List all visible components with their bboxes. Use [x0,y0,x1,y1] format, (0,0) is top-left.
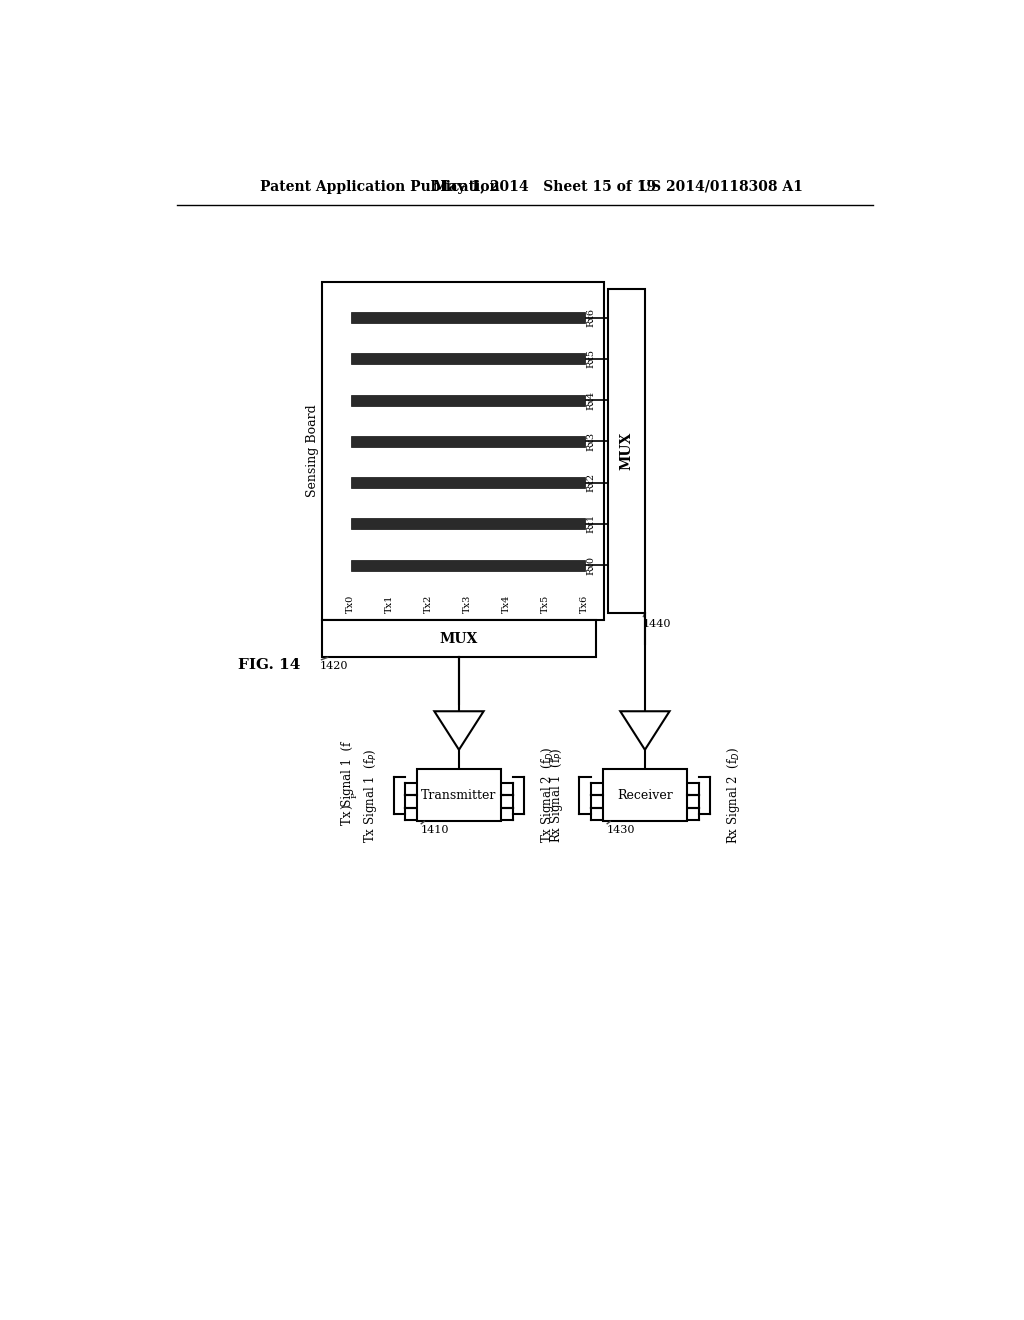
Text: FIG. 14: FIG. 14 [239,659,301,672]
Text: US 2014/0118308 A1: US 2014/0118308 A1 [639,180,803,194]
Polygon shape [621,711,670,750]
Text: ): ) [341,804,354,809]
Text: Patent Application Publication: Patent Application Publication [260,180,500,194]
Text: Tx Signal 1  (f: Tx Signal 1 (f [341,742,354,825]
Text: Rx3: Rx3 [587,432,596,451]
Text: Sensing Board: Sensing Board [306,405,318,498]
Text: Rx Signal 2  (f$_D$): Rx Signal 2 (f$_D$) [725,747,742,843]
Text: 1420: 1420 [319,661,348,671]
Text: Tx5: Tx5 [542,594,550,612]
Bar [351,354,585,364]
Text: Rx Signal 1  (f$_P$): Rx Signal 1 (f$_P$) [548,747,565,843]
Text: Tx4: Tx4 [503,594,511,612]
Text: 1440: 1440 [643,619,671,628]
Bar [351,313,585,323]
Bar [351,395,585,405]
Text: Rx2: Rx2 [587,473,596,492]
Text: Tx6: Tx6 [581,594,590,612]
Text: 1430: 1430 [606,825,635,836]
Text: Rx4: Rx4 [587,391,596,409]
Text: Tx2: Tx2 [424,594,433,612]
Bar [351,478,585,488]
Text: Tx Signal 1  (f$_P$): Tx Signal 1 (f$_P$) [361,748,379,842]
Text: Rx5: Rx5 [587,350,596,368]
Text: MUX: MUX [440,632,478,645]
Text: Tx Signal 2  (f$_D$): Tx Signal 2 (f$_D$) [539,747,556,843]
Text: May 1, 2014   Sheet 15 of 19: May 1, 2014 Sheet 15 of 19 [433,180,656,194]
Bar [608,289,645,612]
Text: Tx0: Tx0 [346,594,355,612]
Polygon shape [434,711,483,750]
Bar [351,519,585,529]
Text: Receiver: Receiver [617,788,673,801]
Text: Rx6: Rx6 [587,308,596,327]
Text: Tx3: Tx3 [463,594,472,612]
Text: Rx0: Rx0 [587,556,596,574]
Bar [351,436,585,446]
Text: P: P [351,792,359,799]
Text: Transmitter: Transmitter [421,788,497,801]
Text: Tx1: Tx1 [385,594,394,612]
Text: MUX: MUX [620,432,634,470]
Bar [417,770,502,821]
Text: Rx1: Rx1 [587,515,596,533]
Bar [322,620,596,657]
Text: 1410: 1410 [421,825,449,836]
Bar [322,281,604,620]
Bar [351,560,585,570]
Bar [602,770,687,821]
